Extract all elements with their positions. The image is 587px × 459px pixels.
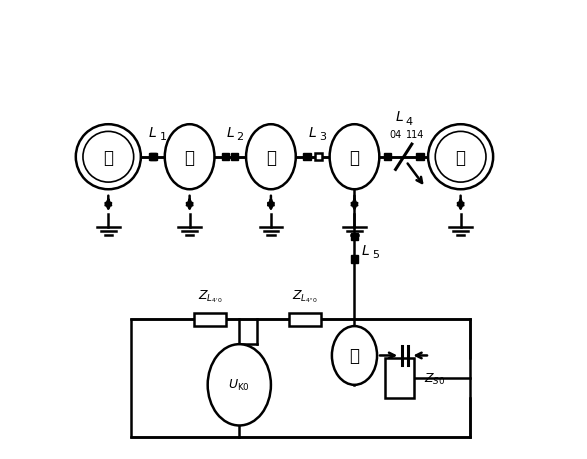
Circle shape <box>76 125 141 190</box>
Text: 枣: 枣 <box>103 148 113 166</box>
Text: $Z_{L_{4^{\prime\prime}0}}$: $Z_{L_{4^{\prime\prime}0}}$ <box>292 287 318 304</box>
Bar <box>149 154 156 161</box>
Text: $\mathit{L}$: $\mathit{L}$ <box>149 125 157 140</box>
Text: 迎: 迎 <box>185 148 195 166</box>
Text: 04: 04 <box>389 129 402 140</box>
Bar <box>222 154 230 161</box>
Ellipse shape <box>208 344 271 425</box>
Bar <box>351 233 358 241</box>
Bar <box>150 154 157 161</box>
Text: $U_{\mathrm{K0}}$: $U_{\mathrm{K0}}$ <box>228 377 250 392</box>
Text: 象: 象 <box>349 148 359 166</box>
Text: 南: 南 <box>456 148 465 166</box>
Text: $1$: $1$ <box>158 130 167 142</box>
Bar <box>315 154 322 161</box>
Bar <box>131 319 470 437</box>
Text: $\mathit{L}$: $\mathit{L}$ <box>308 125 317 140</box>
Bar <box>194 313 226 326</box>
Ellipse shape <box>165 125 214 190</box>
Circle shape <box>428 125 493 190</box>
Bar <box>303 154 311 161</box>
Ellipse shape <box>332 326 377 385</box>
Bar <box>384 154 391 161</box>
Text: 漳: 漳 <box>266 148 276 166</box>
Text: $Z_{L_{4'0}}$: $Z_{L_{4'0}}$ <box>198 287 222 304</box>
Text: $\mathit{L}$: $\mathit{L}$ <box>362 243 370 257</box>
Text: $4$: $4$ <box>405 114 413 126</box>
Text: $2$: $2$ <box>236 130 244 142</box>
Bar <box>351 256 358 263</box>
Text: $\mathit{L}$: $\mathit{L}$ <box>394 110 404 123</box>
Bar <box>231 154 238 161</box>
Text: 喜: 喜 <box>349 347 359 364</box>
Text: $\mathit{L}$: $\mathit{L}$ <box>226 125 235 140</box>
Text: 114: 114 <box>406 129 424 140</box>
Bar <box>416 154 424 161</box>
Text: $3$: $3$ <box>319 130 327 142</box>
Text: $5$: $5$ <box>372 248 380 260</box>
Bar <box>385 358 414 398</box>
Ellipse shape <box>246 125 296 190</box>
Text: $Z_{S0}$: $Z_{S0}$ <box>424 371 446 386</box>
Bar <box>289 313 321 326</box>
Ellipse shape <box>330 125 379 190</box>
